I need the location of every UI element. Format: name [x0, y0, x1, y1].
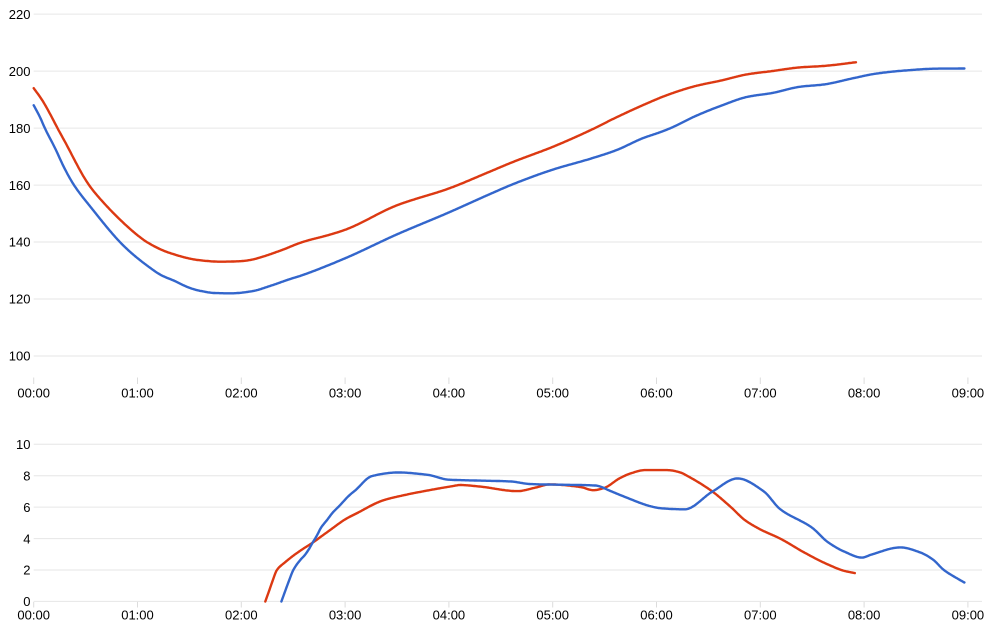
- svg-text:05:00: 05:00: [536, 608, 569, 623]
- svg-text:04:00: 04:00: [433, 608, 466, 623]
- svg-text:120: 120: [9, 292, 31, 307]
- svg-text:09:00: 09:00: [952, 386, 985, 401]
- svg-text:200: 200: [9, 64, 31, 79]
- svg-text:01:00: 01:00: [121, 608, 154, 623]
- svg-text:03:00: 03:00: [329, 608, 362, 623]
- svg-text:06:00: 06:00: [640, 608, 673, 623]
- svg-text:220: 220: [9, 7, 31, 22]
- svg-text:180: 180: [9, 121, 31, 136]
- svg-text:04:00: 04:00: [433, 386, 466, 401]
- svg-text:02:00: 02:00: [225, 608, 258, 623]
- svg-text:06:00: 06:00: [640, 386, 673, 401]
- svg-text:2: 2: [23, 563, 30, 578]
- svg-text:03:00: 03:00: [329, 386, 362, 401]
- svg-text:8: 8: [23, 468, 30, 483]
- svg-text:05:00: 05:00: [536, 386, 569, 401]
- svg-text:02:00: 02:00: [225, 386, 258, 401]
- svg-text:00:00: 00:00: [17, 386, 50, 401]
- svg-text:10: 10: [16, 437, 30, 452]
- svg-text:08:00: 08:00: [848, 608, 881, 623]
- svg-text:01:00: 01:00: [121, 386, 154, 401]
- svg-text:00:00: 00:00: [17, 608, 50, 623]
- svg-text:160: 160: [9, 178, 31, 193]
- svg-text:0: 0: [23, 594, 30, 609]
- svg-text:4: 4: [23, 531, 30, 546]
- svg-text:08:00: 08:00: [848, 386, 881, 401]
- svg-text:6: 6: [23, 500, 30, 515]
- svg-text:07:00: 07:00: [744, 386, 777, 401]
- svg-text:09:00: 09:00: [952, 608, 985, 623]
- svg-text:07:00: 07:00: [744, 608, 777, 623]
- svg-text:100: 100: [9, 349, 31, 364]
- svg-text:140: 140: [9, 235, 31, 250]
